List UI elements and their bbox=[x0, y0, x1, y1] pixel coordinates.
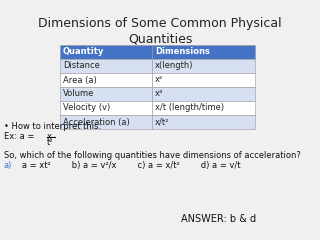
Text: a = xt²        b) a = v²/x        c) a = x/t²        d) a = v/t: a = xt² b) a = v²/x c) a = x/t² d) a = v… bbox=[14, 161, 241, 170]
Text: x³: x³ bbox=[155, 90, 164, 98]
Text: x²: x² bbox=[155, 76, 163, 84]
Text: Acceleration (a): Acceleration (a) bbox=[63, 118, 130, 126]
Bar bbox=[152, 115, 255, 129]
Bar bbox=[152, 101, 255, 115]
Text: Dimensions: Dimensions bbox=[155, 48, 210, 56]
Text: Quantity: Quantity bbox=[63, 48, 104, 56]
Text: Dimensions of Some Common Physical
Quantities: Dimensions of Some Common Physical Quant… bbox=[38, 17, 282, 46]
Text: Distance: Distance bbox=[63, 61, 100, 71]
Text: x: x bbox=[47, 132, 52, 141]
Text: Area (a): Area (a) bbox=[63, 76, 97, 84]
Bar bbox=[60, 87, 152, 101]
Text: • How to interpret this:: • How to interpret this: bbox=[4, 122, 101, 131]
Text: Volume: Volume bbox=[63, 90, 94, 98]
Bar bbox=[60, 115, 152, 129]
Text: x/t²: x/t² bbox=[155, 118, 169, 126]
Bar bbox=[60, 73, 152, 87]
Text: So, which of the following quantities have dimensions of acceleration?: So, which of the following quantities ha… bbox=[4, 151, 301, 160]
Text: Velocity (v): Velocity (v) bbox=[63, 103, 110, 113]
Bar bbox=[60, 45, 152, 59]
Bar bbox=[152, 45, 255, 59]
Text: ANSWER: b & d: ANSWER: b & d bbox=[181, 214, 256, 224]
Bar bbox=[60, 101, 152, 115]
Text: x(length): x(length) bbox=[155, 61, 194, 71]
Bar bbox=[152, 87, 255, 101]
Bar bbox=[60, 59, 152, 73]
Text: Ex: a =: Ex: a = bbox=[4, 132, 34, 141]
Bar bbox=[152, 73, 255, 87]
Text: t²: t² bbox=[47, 138, 53, 147]
Text: a): a) bbox=[4, 161, 12, 170]
Bar bbox=[152, 59, 255, 73]
Text: x/t (length/time): x/t (length/time) bbox=[155, 103, 224, 113]
